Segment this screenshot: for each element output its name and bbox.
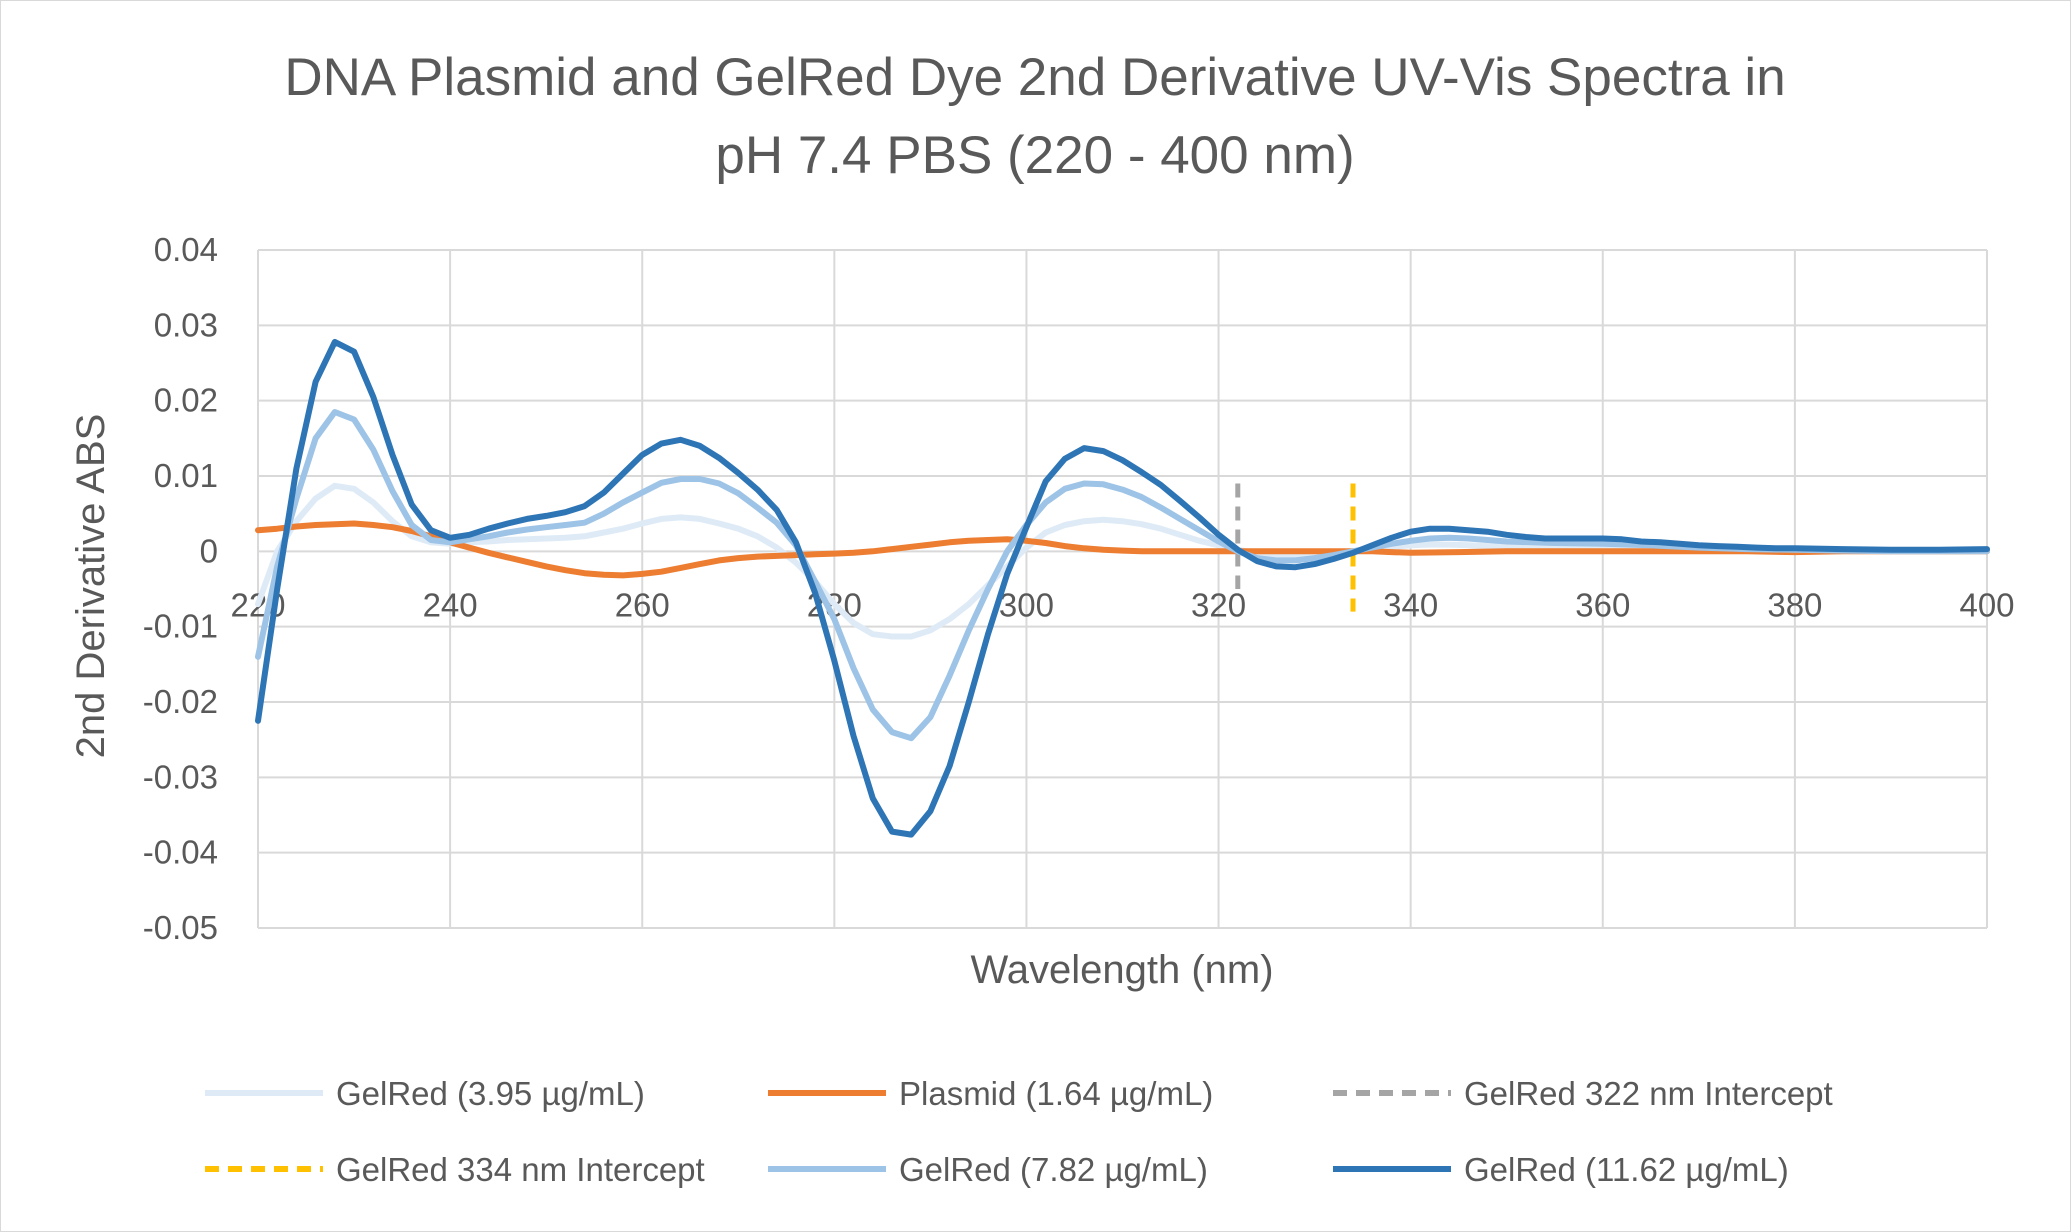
- y-tick-label: -0.02: [143, 683, 218, 720]
- chart-title-line-2: pH 7.4 PBS (220 - 400 nm): [715, 126, 1354, 185]
- y-tick-label: -0.05: [143, 909, 218, 946]
- x-gridlines: [257, 250, 1988, 928]
- y-tick-label: -0.01: [143, 608, 218, 645]
- x-axis-title: Wavelength (nm): [970, 948, 1273, 992]
- y-tick-label: 0.03: [154, 306, 218, 343]
- y-tick-label: 0.01: [154, 457, 218, 494]
- y-tick-label: 0.04: [154, 231, 218, 268]
- y-tick-labels: 0.04 0.03 0.02 0.01 0 -0.01 -0.02 -0.03 -0.04 -0.…: [143, 231, 218, 946]
- y-tick-label: -0.03: [143, 758, 218, 795]
- x-tick-label: 380: [1767, 586, 1822, 623]
- x-tick-label: 360: [1575, 586, 1630, 623]
- x-tick-label: 320: [1191, 586, 1246, 623]
- series-line-gelred-11-62-g-ml: [255, 338, 1990, 838]
- series-layer: [255, 338, 1990, 838]
- legend-label-gelred-7-82-g-ml: GelRed (7.82 µg/mL): [899, 1151, 1208, 1188]
- x-tick-labels: 220 240 260 280 300 320 340 360 380 400: [230, 586, 2014, 623]
- y-tick-label: -0.04: [143, 834, 218, 871]
- y-gridlines: [258, 249, 1987, 929]
- y-tick-label: 0: [200, 532, 218, 569]
- legend: GelRed (3.95 µg/mL) Plasmid (1.64 µg/mL) G…: [205, 1075, 1833, 1188]
- legend-label-gelred-11-62-g-ml: GelRed (11.62 µg/mL): [1464, 1151, 1789, 1188]
- legend-label-plasmid-1-64-g-ml: Plasmid (1.64 µg/mL): [899, 1075, 1213, 1112]
- x-tick-label: 300: [999, 586, 1054, 623]
- series-line-gelred-7-82-g-ml: [255, 409, 1990, 742]
- x-tick-label: 340: [1383, 586, 1438, 623]
- legend-label-gelred-334-nm-intercept: GelRed 334 nm Intercept: [336, 1151, 705, 1188]
- series-line-gelred-3-95-g-ml: [255, 482, 1990, 640]
- series-line-plasmid-1-64-g-ml: [255, 520, 1990, 579]
- x-tick-label: 260: [615, 586, 670, 623]
- legend-label-gelred-3-95-g-ml: GelRed (3.95 µg/mL): [336, 1075, 645, 1112]
- legend-label-gelred-322-nm-intercept: GelRed 322 nm Intercept: [1464, 1075, 1833, 1112]
- y-tick-label: 0.02: [154, 382, 218, 419]
- chart-title-line-1: DNA Plasmid and GelRed Dye 2nd Derivativ…: [284, 48, 1785, 107]
- y-axis-title: 2nd Derivative ABS: [69, 414, 113, 759]
- x-tick-label: 240: [423, 586, 478, 623]
- x-tick-label: 400: [1959, 586, 2014, 623]
